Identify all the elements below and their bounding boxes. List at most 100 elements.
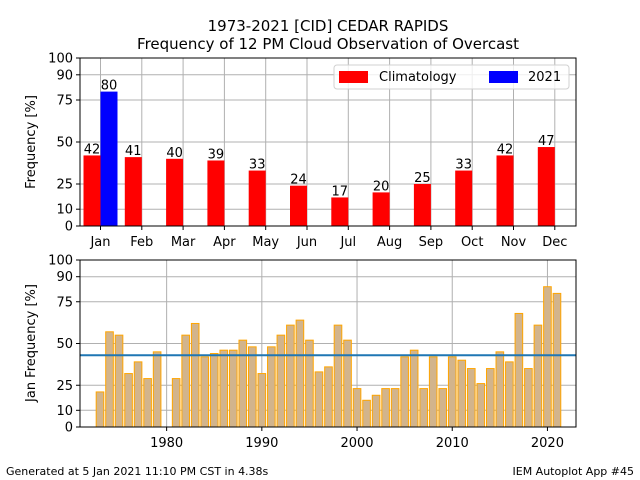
- current-year-bar: [100, 91, 118, 226]
- climatology-bar-label: 20: [373, 179, 390, 194]
- year-bar: [419, 388, 428, 428]
- year-bar: [305, 339, 314, 428]
- year-bar: [267, 346, 276, 428]
- climatology-bar: [537, 147, 555, 226]
- top-y-axis-label: Frequency [%]: [24, 95, 39, 189]
- year-bar: [105, 331, 114, 428]
- climatology-bar: [331, 197, 349, 226]
- year-bar: [400, 356, 409, 428]
- bottom-y-tick-label: 75: [56, 295, 73, 310]
- top-x-tick-label: Feb: [130, 235, 153, 250]
- bottom-y-tick-label: 0: [65, 421, 73, 436]
- bottom-x-tick-label: 2000: [340, 436, 373, 451]
- year-bar: [362, 399, 371, 428]
- legend-label-climatology: Climatology: [379, 70, 457, 85]
- year-bar: [438, 388, 448, 428]
- year-bar: [295, 319, 305, 428]
- year-bar: [505, 361, 514, 428]
- climatology-bar-label: 41: [125, 144, 142, 159]
- year-bar: [457, 359, 467, 428]
- year-bar: [248, 346, 257, 428]
- year-bar: [143, 378, 152, 428]
- top-x-tick-label: Jun: [296, 235, 317, 250]
- climatology-bar: [166, 158, 184, 226]
- year-bar: [333, 324, 343, 428]
- top-x-tick-label: Aug: [377, 235, 402, 250]
- top-x-tick-label: Oct: [461, 235, 483, 250]
- top-x-tick-label: Mar: [171, 235, 196, 250]
- bottom-x-tick-label: 1990: [245, 436, 278, 451]
- top-y-tick-label: 50: [56, 136, 73, 151]
- climatology-bar: [372, 192, 390, 226]
- legend-swatch-2021: [489, 71, 518, 83]
- year-bar: [324, 366, 333, 428]
- climatology-bar: [290, 185, 307, 226]
- year-bar: [95, 391, 105, 428]
- climatology-bar: [83, 155, 101, 226]
- climatology-bar-label: 39: [208, 147, 225, 162]
- top-x-ticks: Jan Feb Mar Apr May Jun Jul Aug Sep Oct Nov Dec: [89, 226, 567, 250]
- bottom-x-tick-label: 2020: [531, 436, 564, 451]
- top-y-tick-label: 75: [56, 94, 73, 109]
- year-bar: [257, 373, 267, 428]
- top-y-tick-label: 0: [65, 220, 73, 235]
- bottom-y-tick-label: 10: [56, 404, 73, 419]
- year-bar: [381, 388, 390, 428]
- climatology-bar-label: 17: [332, 184, 349, 199]
- chart-title-line2: Frequency of 12 PM Cloud Observation of …: [137, 35, 519, 53]
- year-bar: [524, 368, 533, 428]
- top-y-tick-label: 100: [48, 52, 73, 67]
- climatology-bar: [496, 155, 514, 226]
- climatology-bar: [207, 160, 225, 226]
- top-x-tick-label: Dec: [542, 235, 567, 250]
- year-bar: [314, 371, 324, 428]
- top-y-tick-label: 25: [56, 178, 73, 193]
- footer-app-label: IEM Autoplot App #45: [512, 465, 635, 478]
- climatology-bar-label: 47: [538, 134, 555, 149]
- climatology-bar-label: 40: [166, 146, 183, 161]
- year-bar: [533, 324, 543, 428]
- year-bar: [133, 361, 143, 428]
- year-bar: [486, 368, 495, 428]
- year-bar: [371, 394, 381, 428]
- top-x-tick-label: May: [252, 235, 279, 250]
- year-bar: [466, 368, 476, 428]
- year-bar: [219, 349, 229, 428]
- year-bar: [228, 349, 238, 428]
- monthly-frequency-chart: 42 41 40 39 33 24 17 20 25 33 42 47 80 0 10 25 50 75 9010…: [24, 52, 577, 250]
- year-bar: [190, 322, 200, 428]
- climatology-bar: [455, 170, 473, 226]
- bottom-y-tick-label: 25: [56, 379, 73, 394]
- year-bar: [552, 292, 562, 428]
- climatology-bar-label: 42: [497, 142, 514, 157]
- top-x-tick-label: Apr: [213, 235, 236, 250]
- year-bar: [200, 356, 210, 428]
- year-bar: [152, 351, 162, 428]
- year-bar: [447, 356, 457, 428]
- climatology-bar: [248, 170, 266, 226]
- year-bar: [390, 388, 400, 428]
- top-y-tick-label: 10: [56, 203, 73, 218]
- climatology-bar-label: 33: [249, 158, 266, 173]
- year-bar: [428, 356, 438, 428]
- year-bar: [276, 334, 286, 428]
- climatology-bar-label: 33: [455, 158, 472, 173]
- year-bar: [124, 373, 133, 428]
- year-bar: [209, 353, 219, 428]
- top-y-tick-label: 90: [56, 68, 73, 83]
- current-year-bar-label: 80: [101, 79, 118, 94]
- bottom-y-tick-label: 50: [56, 337, 73, 352]
- bottom-y-tick-label: 90: [56, 270, 73, 285]
- year-bar: [495, 351, 505, 428]
- bottom-bars: [95, 286, 562, 428]
- year-bar: [409, 349, 419, 428]
- legend-label-2021: 2021: [528, 70, 561, 85]
- bottom-x-ticks: 1980 1990 2000 2010 2020: [150, 427, 564, 451]
- climatology-bar-label: 42: [84, 142, 101, 157]
- year-bar: [543, 286, 552, 428]
- footer-generated-text: Generated at 5 Jan 2021 11:10 PM CST in …: [6, 465, 269, 478]
- year-bar: [514, 312, 524, 428]
